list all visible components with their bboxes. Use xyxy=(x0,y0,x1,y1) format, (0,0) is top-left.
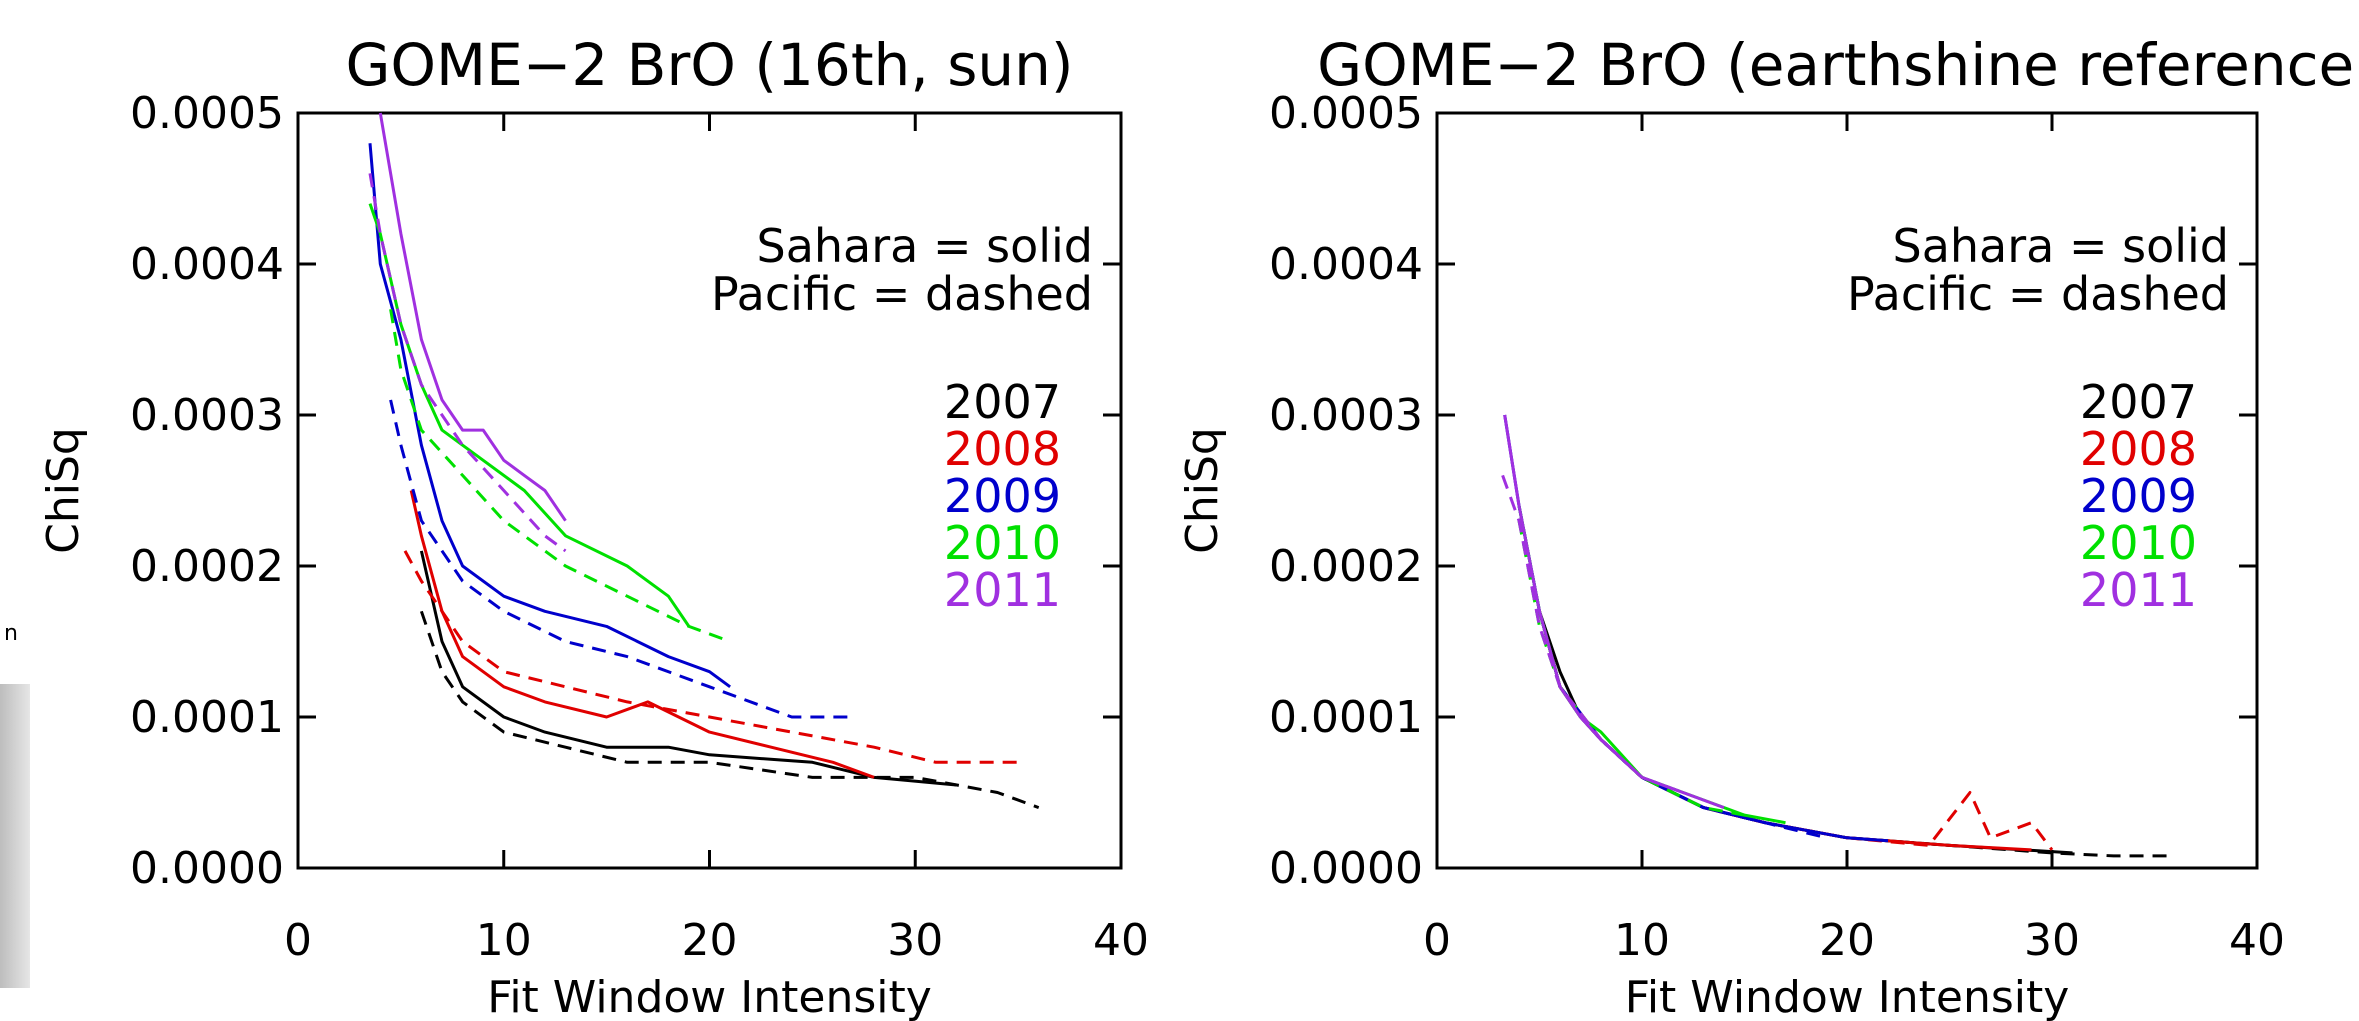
chart-title: GOME−2 BrO (earthshine reference) xyxy=(1317,31,2359,99)
series-line xyxy=(1538,610,2032,852)
series-line xyxy=(1558,685,2175,858)
annotation: Sahara = solid xyxy=(1893,219,2230,273)
annotation: Pacific = dashed xyxy=(711,267,1093,321)
series-line xyxy=(1503,414,1889,843)
x-tick-label: 20 xyxy=(682,915,738,966)
series-line xyxy=(403,550,1019,764)
x-tick-label: 10 xyxy=(1614,915,1670,966)
y-tick-label: 0.0004 xyxy=(130,239,284,290)
y-axis-label: ChiSq xyxy=(38,427,89,554)
y-tick-label: 0.0000 xyxy=(130,843,284,894)
series-line xyxy=(368,143,731,689)
legend-entry: 2009 xyxy=(2080,469,2197,523)
series-line xyxy=(1517,520,1745,817)
series-line xyxy=(368,203,691,628)
series-line xyxy=(419,610,1040,810)
x-tick-label: 20 xyxy=(1819,915,1875,966)
legend-entry: 2011 xyxy=(2080,563,2197,617)
x-tick-label: 30 xyxy=(2024,915,2080,966)
x-tick-label: 0 xyxy=(1423,915,1451,966)
series-line xyxy=(1538,610,2054,851)
y-axis-label: ChiSq xyxy=(1177,427,1228,554)
y-tick-label: 0.0001 xyxy=(1269,692,1423,743)
y-tick-label: 0.0003 xyxy=(130,390,284,441)
series-line xyxy=(1501,474,1684,794)
side-fragment: n xyxy=(4,621,18,646)
y-tick-label: 0.0005 xyxy=(1269,88,1423,139)
legend-entry: 2007 xyxy=(944,375,1061,429)
x-tick-label: 10 xyxy=(476,915,532,966)
legend-entry: 2010 xyxy=(2080,516,2197,570)
legend-entry: 2009 xyxy=(944,469,1061,523)
x-tick-label: 0 xyxy=(284,915,312,966)
series-line xyxy=(419,550,957,787)
series-line xyxy=(368,173,567,553)
y-tick-label: 0.0003 xyxy=(1269,390,1423,441)
series-line xyxy=(409,490,875,779)
x-axis-label: Fit Window Intensity xyxy=(487,972,932,1021)
legend-entry: 2010 xyxy=(944,516,1061,570)
y-tick-label: 0.0002 xyxy=(130,541,284,592)
x-axis-label: Fit Window Intensity xyxy=(1625,972,2070,1021)
chart-title: GOME−2 BrO (16th, sun) xyxy=(345,31,1073,99)
y-tick-label: 0.0004 xyxy=(1269,239,1423,290)
y-tick-label: 0.0005 xyxy=(130,88,284,139)
series-line xyxy=(389,309,731,643)
legend-entry: 2008 xyxy=(2080,422,2197,476)
y-tick-label: 0.0000 xyxy=(1269,843,1423,894)
series-line xyxy=(1538,610,2073,855)
legend-entry: 2007 xyxy=(2080,375,2197,429)
y-tick-label: 0.0002 xyxy=(1269,541,1423,592)
series-line xyxy=(378,112,567,522)
x-tick-label: 40 xyxy=(1093,915,1149,966)
y-tick-label: 0.0001 xyxy=(130,692,284,743)
legend-entry: 2008 xyxy=(944,422,1061,476)
annotation: Sahara = solid xyxy=(757,219,1094,273)
legend-entry: 2011 xyxy=(944,563,1061,617)
x-tick-label: 30 xyxy=(887,915,943,966)
x-tick-label: 40 xyxy=(2229,915,2285,966)
series-line xyxy=(389,399,854,719)
side-panel xyxy=(0,684,30,988)
annotation: Pacific = dashed xyxy=(1847,267,2229,321)
